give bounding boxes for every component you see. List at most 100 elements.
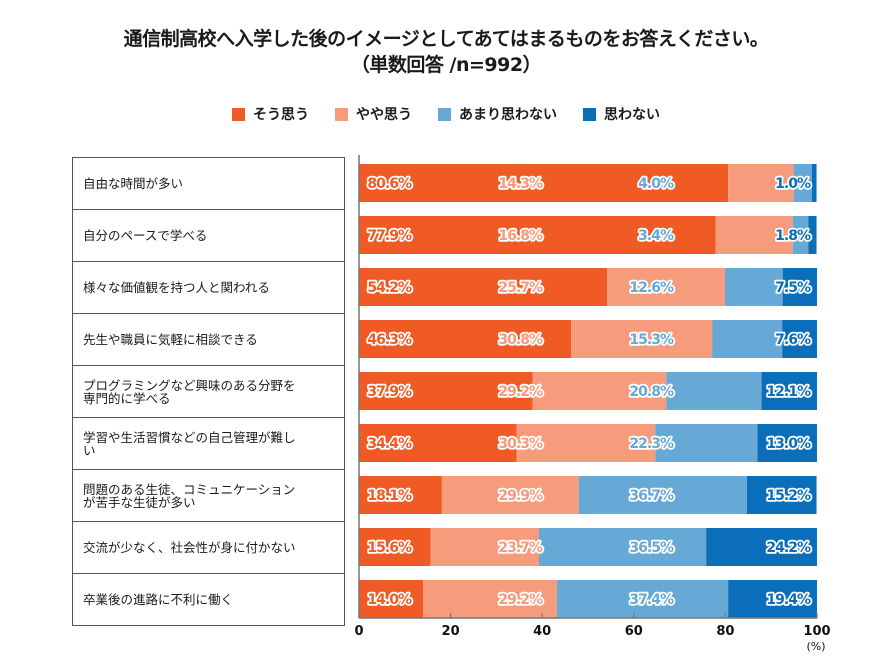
legend-label-0: そう思う: [253, 107, 309, 123]
bar-segment: [782, 320, 817, 358]
bar-segment: [423, 580, 557, 618]
bar-segment: [359, 476, 442, 514]
data-label: 36.5%: [629, 540, 674, 556]
category-label-row: 卒業後の進路に不利に働く: [73, 574, 344, 625]
x-tick-label: 60: [625, 624, 643, 639]
x-tick-label: 80: [716, 624, 734, 639]
data-label: 15.6%: [367, 540, 412, 556]
data-label: 22.3%: [629, 436, 674, 452]
legend: そう思う やや思う あまり思わない 思わない: [0, 104, 892, 124]
data-label: 80.6%: [367, 176, 412, 192]
category-label: 先生や職員に気軽に相談できる: [83, 333, 258, 346]
data-label: 36.7%: [629, 488, 674, 504]
data-label: 77.9%: [367, 228, 412, 244]
bar-segment: [538, 528, 707, 566]
bar-segment: [359, 424, 517, 462]
data-label: 19.4%: [766, 592, 811, 608]
x-axis-unit-label: (%): [806, 640, 825, 653]
bar-segment: [793, 164, 812, 202]
bar-segment: [607, 268, 725, 306]
category-label: プログラミングなど興味のある分野を 専門的に学べる: [83, 379, 296, 405]
data-label: 12.1%: [766, 384, 811, 400]
legend-item-2: あまり思わない: [438, 104, 557, 124]
bar-segment: [655, 424, 758, 462]
legend-label-1: やや思う: [356, 107, 412, 123]
bar-segment: [532, 372, 667, 410]
category-label: 卒業後の進路に不利に働く: [83, 593, 233, 606]
data-label: 29.2%: [498, 592, 543, 608]
bar-segment: [516, 424, 656, 462]
bar-segment: [359, 320, 572, 358]
data-label: 1.8%: [775, 228, 811, 244]
bar-segment: [441, 476, 579, 514]
data-label: 7.5%: [775, 280, 811, 296]
category-label-row: 問題のある生徒、コミュニケーション が苦手な生徒が多い: [73, 470, 344, 522]
data-label: 37.9%: [367, 384, 412, 400]
bar-segment: [359, 528, 431, 566]
category-label-line: が苦手な生徒が多い: [83, 494, 196, 510]
data-label: 29.2%: [498, 384, 543, 400]
x-tick-label: 20: [442, 624, 460, 639]
data-label: 54.2%: [367, 280, 412, 296]
category-label: 自由な時間が多い: [83, 177, 183, 190]
category-label: 問題のある生徒、コミュニケーション が苦手な生徒が多い: [83, 483, 295, 509]
bar-segment: [728, 580, 817, 618]
data-label: 15.2%: [766, 488, 811, 504]
data-label: 12.6%: [629, 280, 674, 296]
legend-item-3: 思わない: [583, 104, 660, 124]
legend-swatch-0: [232, 107, 245, 121]
legend-label-2: あまり思わない: [459, 107, 557, 123]
data-label: 14.0%: [367, 592, 412, 608]
bar-segment: [792, 216, 809, 254]
bar-segment: [578, 476, 747, 514]
data-label: 13.0%: [766, 436, 811, 452]
category-label-line: 学習や生活習慣などの自己管理が難し: [83, 429, 296, 445]
category-label-line: プログラミングなど興味のある分野を: [83, 377, 296, 393]
bar-segment: [746, 476, 817, 514]
category-label-row: 自由な時間が多い: [73, 158, 344, 210]
data-label: 34.4%: [367, 436, 412, 452]
category-label-row: 様々な価値観を持つ人と関われる: [73, 262, 344, 314]
category-label-line: 交流が少なく、社会性が身に付かない: [83, 540, 296, 555]
category-label-row: プログラミングなど興味のある分野を 専門的に学べる: [73, 366, 344, 418]
bar-segment: [757, 424, 817, 462]
bar-segment: [761, 372, 817, 410]
data-label: 29.9%: [498, 488, 543, 504]
category-label-row: 学習や生活習慣などの自己管理が難しい: [73, 418, 344, 470]
x-tick-label: 40: [533, 624, 551, 639]
legend-swatch-1: [335, 107, 348, 121]
legend-swatch-2: [438, 107, 451, 121]
bar-segment: [359, 372, 533, 410]
legend-item-0: そう思う: [232, 104, 309, 124]
data-label: 14.3%: [498, 176, 543, 192]
bar-segment: [811, 164, 817, 202]
data-label: 3.4%: [638, 228, 674, 244]
bar-segment: [724, 268, 783, 306]
bar-segment: [712, 320, 783, 358]
category-label: 学習や生活習慣などの自己管理が難しい: [83, 431, 296, 457]
category-label: 交流が少なく、社会性が身に付かない: [83, 541, 296, 554]
x-tick-label: 100: [803, 624, 830, 639]
legend-swatch-3: [583, 107, 596, 121]
category-label-line: 問題のある生徒、コミュニケーション: [83, 481, 296, 497]
bar-segment: [359, 580, 424, 618]
data-label: 16.8%: [498, 228, 543, 244]
legend-item-1: やや思う: [335, 104, 412, 124]
data-label: 15.3%: [629, 332, 674, 348]
bar-segment: [782, 268, 817, 306]
bar-segment: [571, 320, 713, 358]
data-label: 18.1%: [367, 488, 412, 504]
bar-segment: [430, 528, 539, 566]
data-label: 30.8%: [498, 332, 543, 348]
data-label: 4.0%: [638, 176, 674, 192]
data-label: 46.3%: [367, 332, 412, 348]
legend-label-3: 思わない: [604, 107, 660, 123]
bar-segment: [715, 216, 793, 254]
category-label-row: 先生や職員に気軽に相談できる: [73, 314, 344, 366]
data-label: 7.6%: [775, 332, 811, 348]
chart-title: 通信制高校へ入学した後のイメージとしてあてはまるものをお答えください。: [123, 28, 769, 50]
category-label-line: い: [83, 442, 96, 458]
category-label-line: 自分のペースで学べる: [83, 228, 208, 243]
category-label-line: 自由な時間が多い: [83, 176, 184, 191]
